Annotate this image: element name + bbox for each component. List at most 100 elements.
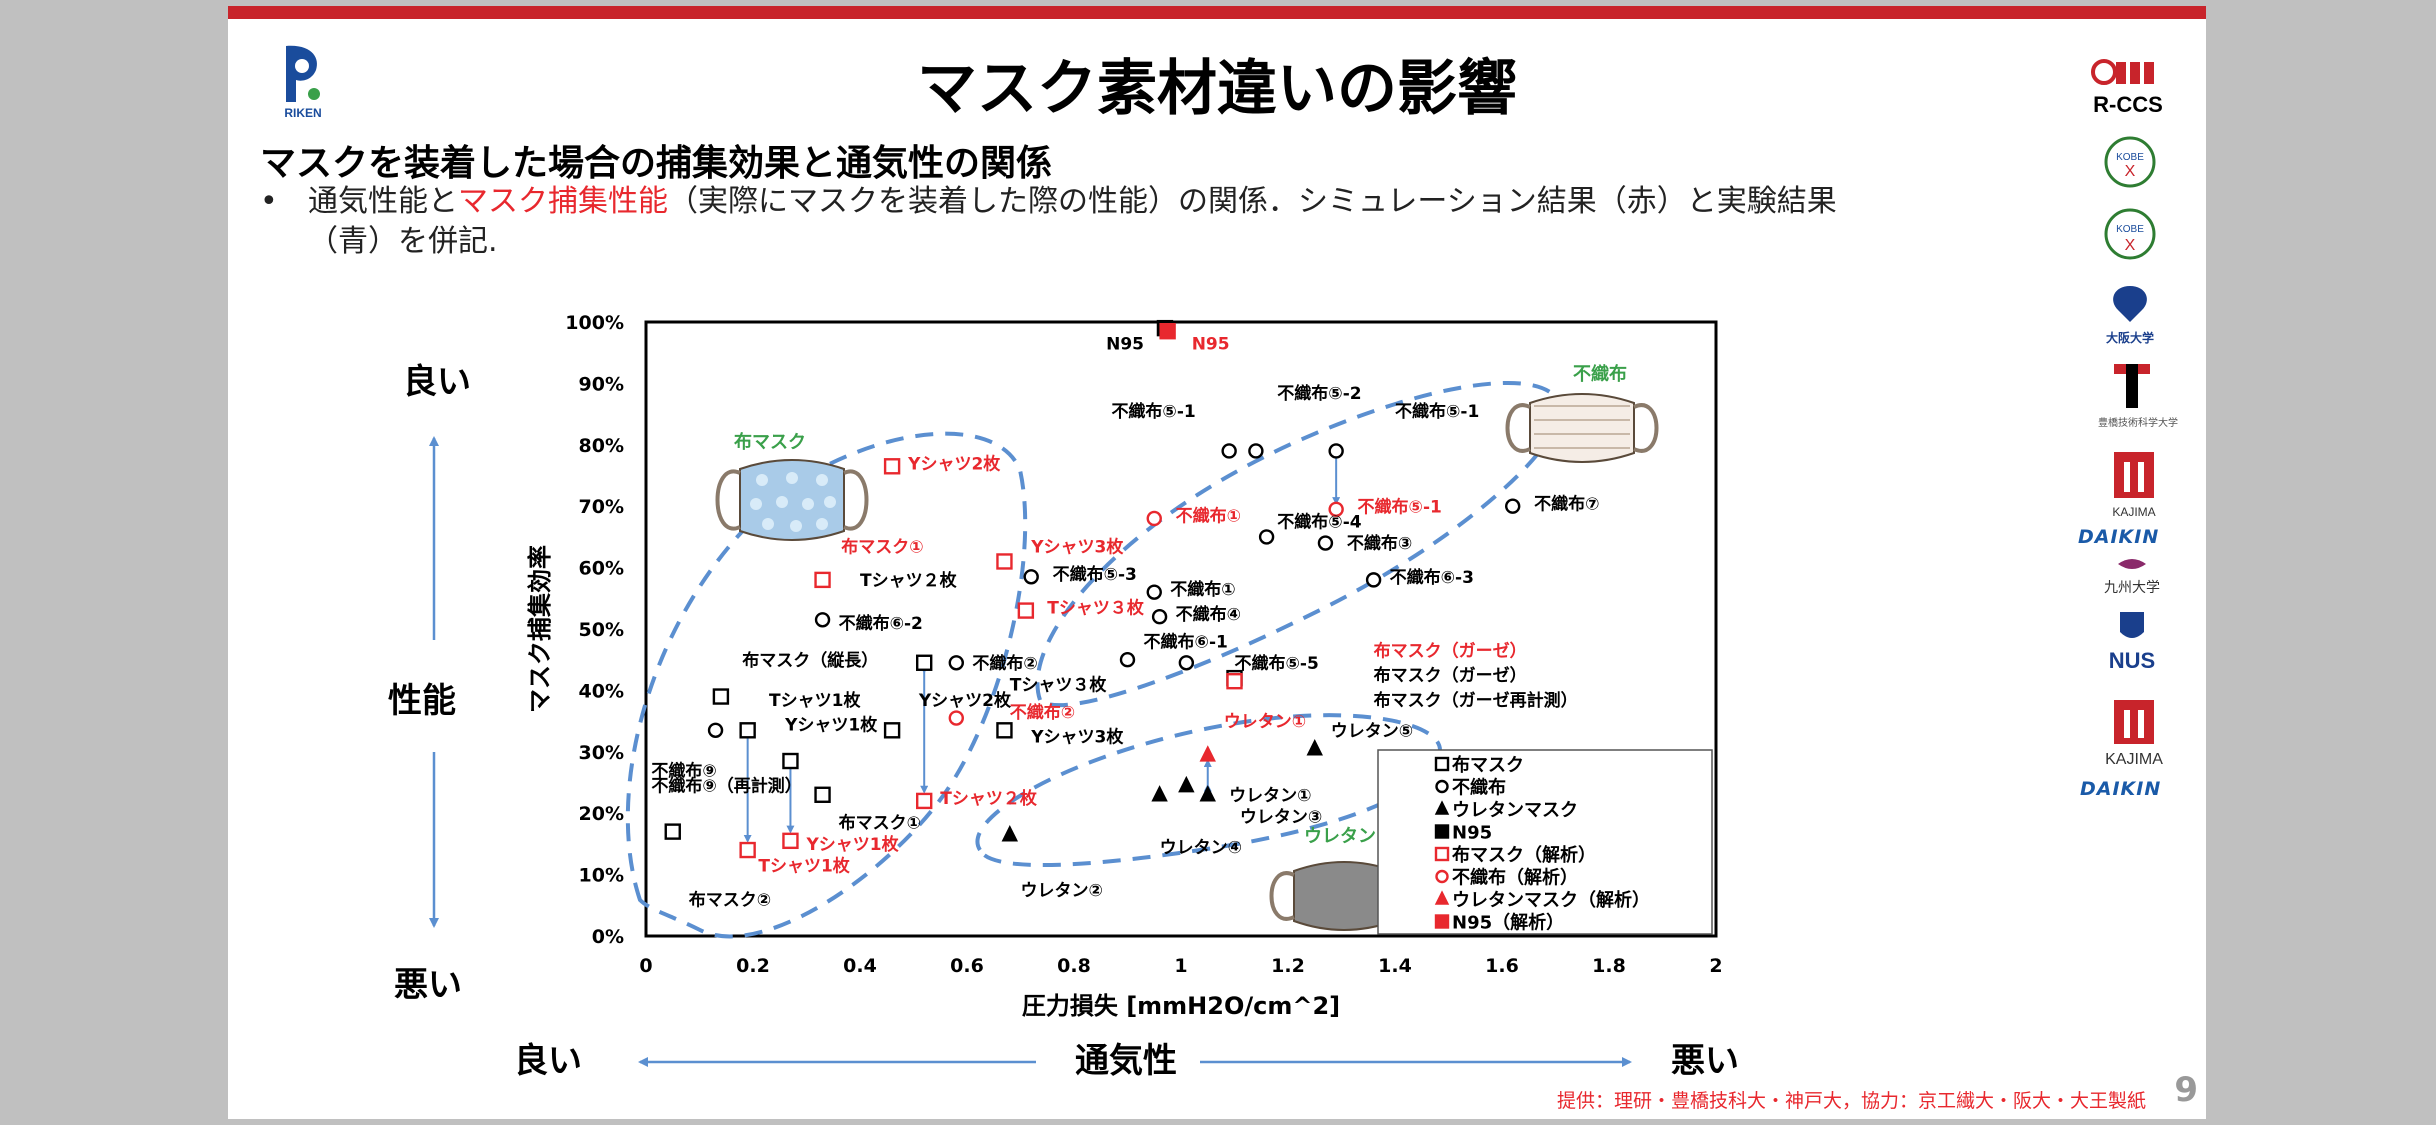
x-tick-label: 1.2 — [1271, 955, 1305, 977]
x-tick-label: 1.6 — [1485, 955, 1519, 977]
data-point — [916, 654, 933, 671]
rccs-logo: R-CCS — [2090, 54, 2174, 124]
point-label: 不織布⑤-1 — [1395, 401, 1479, 422]
data-point — [739, 722, 756, 739]
legend-marker — [1435, 869, 1449, 884]
group-label: 布マスク — [734, 431, 806, 453]
legend-label: 不織布（解析） — [1452, 867, 1578, 889]
point-label: Yシャツ3枚 — [1030, 536, 1124, 557]
point-label: Yシャツ1枚 — [806, 834, 900, 855]
point-label: Tシャツ３枚 — [1047, 598, 1145, 619]
cloth-mask-illustration-ear-left — [715, 469, 741, 531]
data-point — [1258, 529, 1275, 545]
data-point — [1151, 785, 1168, 802]
legend-marker — [1434, 824, 1450, 839]
point-label: 布マスク（ガーゼ） — [1374, 665, 1527, 686]
cloth-mask-illustration — [715, 459, 869, 541]
daikin-logo-2: DAIKIN — [2080, 778, 2161, 800]
point-label: 不織布⑨（再計測） — [651, 776, 801, 797]
data-point — [1001, 825, 1019, 842]
point-label: 布マスク② — [689, 889, 771, 910]
legend: 布マスク不織布ウレタンマスクN95布マスク（解析）不織布（解析）ウレタンマスク（… — [1377, 749, 1713, 935]
point-label: 不織布⑨ — [651, 760, 716, 781]
y-axis-title: マスク捕集効率 — [526, 545, 554, 713]
source-credit: 提供：理研・豊橋技科大・神戸大，協力：京工繊大・阪大・大王製紙 — [1556, 1090, 2146, 1112]
y-tick-label: 20% — [579, 803, 624, 825]
data-point — [712, 688, 730, 705]
point-label: Tシャツ２枚 — [860, 570, 958, 591]
osaka-logo-text: 大阪大学 — [2106, 330, 2154, 345]
point-label: 不織布⑤-1 — [1358, 496, 1442, 517]
data-point — [1226, 672, 1243, 690]
x-tick-label: 1.8 — [1592, 955, 1626, 977]
bullet-dot: • — [260, 184, 278, 219]
data-point — [1306, 739, 1323, 756]
point-label: 不織布⑤-5 — [1235, 653, 1319, 674]
point-label: 不織布⑥-2 — [839, 613, 923, 634]
legend-label: N95（解析） — [1452, 912, 1564, 934]
toyohashi-logo: 豊橋技術科学大学 — [2090, 358, 2186, 438]
y-mid-label: 性能 — [388, 681, 456, 721]
kajima-logo-2: KAJIMA — [2090, 696, 2180, 772]
section-heading: マスクを装着した場合の捕集効果と通気性の関係 — [260, 143, 1053, 184]
daikin-logo-1-text: DAIKIN — [2078, 526, 2160, 548]
data-point — [1365, 572, 1382, 588]
y-tick-label: 70% — [579, 496, 624, 518]
legend-label: 布マスク（解析） — [1452, 844, 1596, 866]
data-point — [814, 571, 831, 589]
data-point — [948, 710, 964, 726]
daikin-logo-1: DAIKIN — [2078, 526, 2159, 548]
kobe-logo: KOBE X — [2090, 132, 2170, 192]
x-bad-label: 悪い — [1671, 1041, 1739, 1081]
bullet-part-1: 通気性能と — [308, 184, 458, 219]
nonwoven-mask-illustration-ear-left — [1505, 403, 1531, 453]
kajima-logo-2-text: KAJIMA — [2105, 751, 2163, 768]
point-label: 不織布① — [1176, 506, 1241, 527]
cloth-mask-dot — [790, 520, 802, 532]
data-point — [1119, 652, 1136, 668]
kobe-tech-logo: KOBE X — [2090, 198, 2170, 268]
y-good-label: 良い — [403, 362, 471, 402]
x-tick-label: 1.4 — [1378, 955, 1412, 977]
data-point — [996, 722, 1013, 739]
data-point — [1328, 443, 1344, 459]
x-tick-label: 1 — [1174, 955, 1187, 977]
data-point — [782, 832, 799, 850]
bullet-line-1: 通気性能とマスク捕集性能（実際にマスクを装着した際の性能）の関係．シミュレーショ… — [308, 182, 2040, 222]
cloth-mask-dot — [802, 498, 814, 510]
y-tick-label: 30% — [579, 742, 624, 764]
riken-logo-mark: RIKEN — [284, 45, 322, 120]
point-label: 不織布⑤-2 — [1277, 383, 1361, 404]
legend-label: ウレタンマスク（解析） — [1452, 889, 1650, 911]
data-point — [1017, 602, 1035, 619]
y-tick-label: 60% — [579, 558, 624, 580]
riken-logo: RIKEN — [276, 42, 330, 122]
y-bad-label: 悪い — [394, 965, 462, 1005]
point-label: ウレタン① — [1224, 712, 1306, 732]
legend-box — [1377, 749, 1713, 935]
data-point — [739, 841, 756, 859]
cloth-mask-dot — [824, 496, 836, 508]
x-tick-label: 2 — [1709, 955, 1722, 977]
point-label: ウレタン① — [1229, 786, 1311, 806]
kyushu-logo-text: 九州大学 — [2104, 580, 2160, 596]
data-point — [1248, 443, 1264, 459]
point-label: 不織布⑤-3 — [1053, 564, 1137, 585]
point-label: N95 — [1192, 335, 1230, 355]
data-point — [1199, 785, 1216, 802]
y-tick-label: 100% — [565, 312, 624, 334]
legend-marker — [1434, 914, 1450, 929]
y-tick-label: 80% — [579, 435, 624, 457]
cloth-mask-dot — [816, 474, 828, 486]
point-label: Tシャツ1枚 — [769, 690, 861, 711]
data-point — [664, 823, 681, 840]
legend-marker — [1434, 890, 1450, 905]
point-label: 不織布③ — [1347, 533, 1412, 554]
bullet-part-2-highlight: マスク捕集性能 — [458, 184, 668, 219]
x-tick-label: 0.4 — [843, 955, 877, 977]
y-tick-label: 50% — [579, 619, 624, 641]
mask-illustrations — [715, 393, 1659, 931]
legend-marker — [1435, 779, 1449, 794]
data-point — [1023, 569, 1039, 585]
